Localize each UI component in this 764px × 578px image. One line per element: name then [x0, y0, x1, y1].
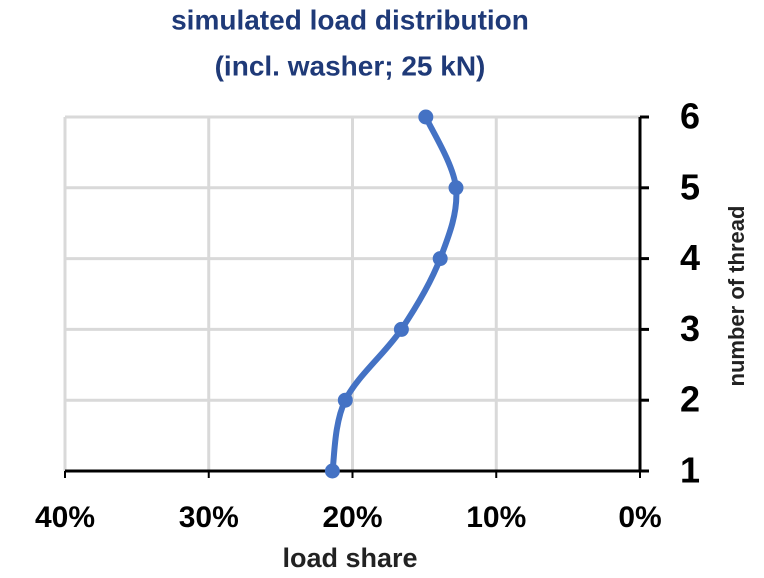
y-tick-label: 4	[680, 237, 700, 278]
y-tick-label: 5	[680, 166, 700, 207]
data-point	[337, 392, 353, 408]
data-point	[324, 463, 340, 479]
x-axis-label: load share	[282, 543, 417, 573]
chart-title: simulated load distribution	[171, 4, 529, 35]
y-tick-label: 1	[680, 450, 700, 491]
x-tick-label: 0%	[618, 501, 661, 534]
data-point	[448, 180, 464, 196]
chart-subtitle: (incl. washer; 25 kN)	[215, 50, 486, 81]
y-tick-label: 3	[680, 308, 700, 349]
x-tick-label: 10%	[466, 501, 526, 534]
y-axis-label: number of thread	[724, 206, 749, 387]
y-tick-label: 2	[680, 379, 700, 420]
data-point	[432, 251, 448, 267]
data-line	[329, 114, 460, 474]
y-tick-label: 6	[680, 96, 700, 137]
data-point	[393, 321, 409, 337]
data-point	[418, 109, 434, 125]
x-tick-label: 40%	[35, 501, 95, 534]
x-tick-label: 30%	[179, 501, 239, 534]
x-tick-label: 20%	[322, 501, 382, 534]
